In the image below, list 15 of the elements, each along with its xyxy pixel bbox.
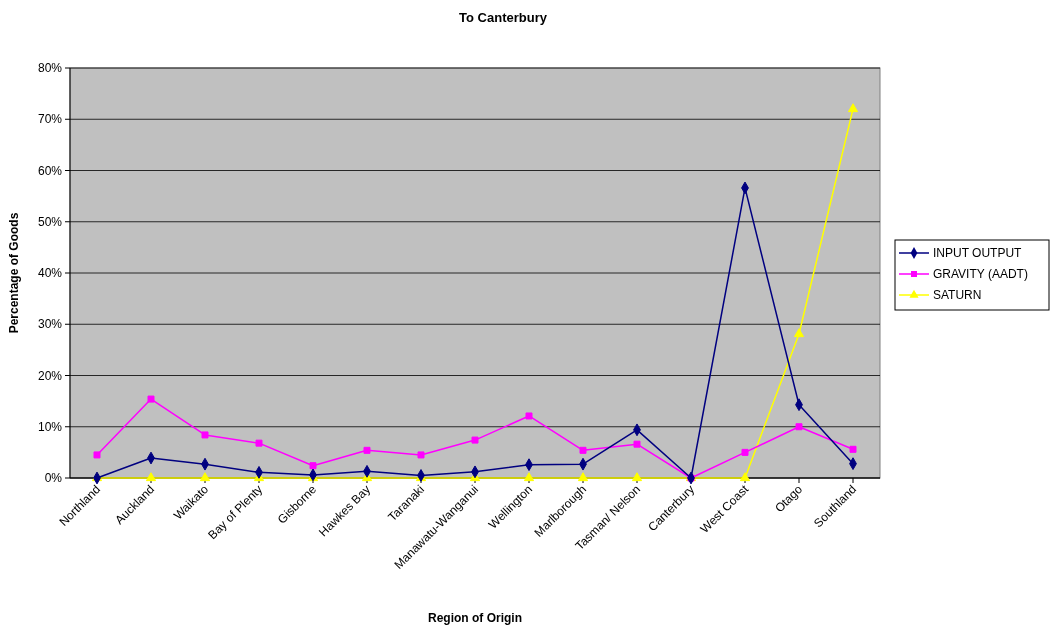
y-tick-label: 60% [37, 163, 63, 178]
y-tick-label: 0% [44, 471, 63, 486]
y-axis-title: Percentage of Goods [7, 212, 21, 334]
y-tick-label: 10% [37, 419, 63, 434]
y-tick-label: 20% [37, 368, 63, 383]
chart-title: To Canterbury [459, 10, 548, 25]
legend-label: GRAVITY (AADT) [933, 267, 1028, 282]
y-tick-label: 70% [37, 112, 63, 127]
legend-label: SATURN [933, 288, 982, 303]
y-tick-label: 30% [37, 317, 63, 332]
y-tick-label: 50% [37, 214, 63, 229]
x-axis-title: Region of Origin [428, 611, 522, 625]
legend-label: INPUT OUTPUT [933, 246, 1023, 261]
y-tick-label: 80% [37, 61, 63, 76]
y-tick-label: 40% [37, 266, 63, 281]
